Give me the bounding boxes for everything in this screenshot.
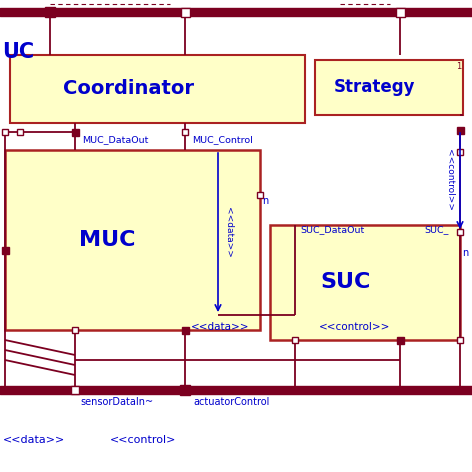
Bar [257,192,263,198]
Bar [180,385,190,395]
Bar [71,386,79,394]
Text: SUC_: SUC_ [424,225,448,234]
Text: MUC: MUC [79,230,135,250]
Text: n: n [262,196,268,206]
Bar [457,149,463,155]
Bar [180,8,189,17]
Text: <<data>>: <<data>> [191,322,249,332]
Text: Strategy: Strategy [333,78,415,96]
Text: sensorDataIn~: sensorDataIn~ [80,397,153,407]
Text: <<control>>: <<control>> [320,322,391,332]
Bar [2,129,8,135]
Bar [315,60,463,115]
Text: actuatorControl: actuatorControl [193,397,270,407]
Bar [457,337,463,343]
Text: 1: 1 [456,62,461,71]
Text: n: n [462,248,468,258]
Bar [72,327,78,333]
Bar [396,337,404,344]
Bar [396,8,405,17]
Text: <<control>>: <<control>> [445,149,454,211]
Bar [1,246,8,253]
Text: <<data>>: <<data>> [3,435,65,445]
Text: SUC: SUC [321,272,371,293]
Text: UC: UC [2,42,34,62]
Text: SUC_DataOut: SUC_DataOut [300,225,364,234]
Bar [182,129,188,135]
Text: <<control>: <<control> [110,435,177,445]
Text: MUC_Control: MUC_Control [192,135,253,144]
Bar [5,150,260,330]
Bar [182,327,188,334]
Bar [45,7,55,17]
Text: MUC_DataOut: MUC_DataOut [82,135,148,144]
Bar [17,129,23,135]
Bar [71,128,78,135]
Bar [456,126,464,134]
Bar [292,337,298,343]
Bar [270,225,460,340]
Bar [457,229,463,235]
Text: <<data>>: <<data>> [224,207,233,257]
Bar [10,55,305,123]
Text: Coordinator: Coordinator [62,79,194,99]
